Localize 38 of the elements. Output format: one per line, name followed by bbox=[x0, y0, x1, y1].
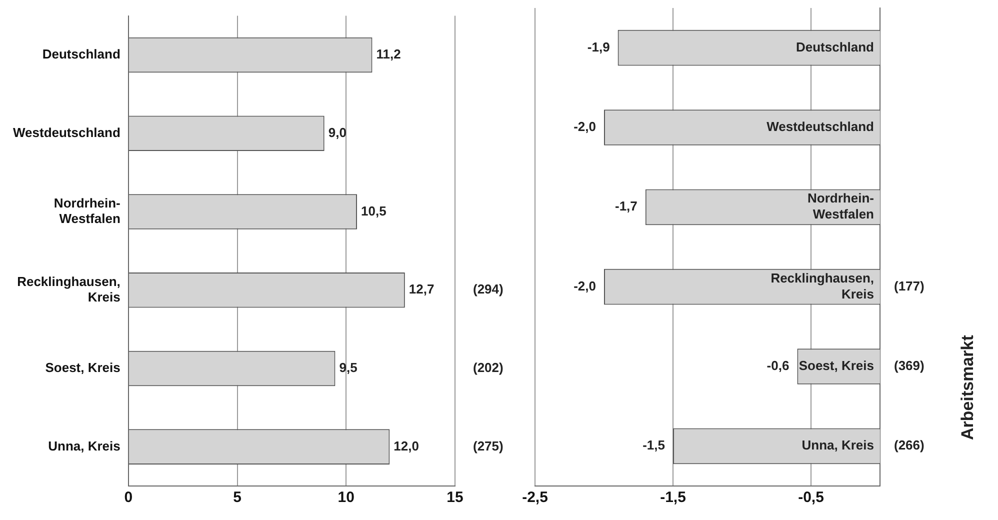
x-tick-label: -0,5 bbox=[798, 489, 824, 506]
text: (202) bbox=[473, 360, 504, 376]
text: (369) bbox=[894, 358, 924, 374]
y-tick-label: Recklinghausen, Kreis bbox=[17, 274, 120, 304]
x-tick-label: -1,5 bbox=[660, 489, 686, 506]
y-tick-label: Nordrhein-Westfalen bbox=[54, 195, 120, 226]
data-label: 9,5 bbox=[339, 360, 358, 376]
data-label: -1,9 bbox=[587, 39, 610, 54]
x-tick-label: 5 bbox=[233, 489, 242, 506]
data-label: 9,0 bbox=[328, 124, 346, 140]
data-label: 12,0 bbox=[394, 438, 419, 454]
x-tick-label: 10 bbox=[338, 489, 354, 506]
y-tick-label: Unna, Kreis bbox=[48, 438, 120, 454]
text: (177) bbox=[894, 278, 924, 294]
y-tick-label: Unna, Kreis bbox=[802, 438, 874, 453]
x-tick-label: 0 bbox=[124, 489, 133, 506]
text: (294) bbox=[473, 282, 504, 297]
text: (266) bbox=[894, 438, 924, 453]
data-label: 11,2 bbox=[376, 46, 401, 62]
y-tick-label: Soest, Kreis bbox=[798, 358, 874, 374]
y-tick-label: Deutschland bbox=[796, 39, 874, 54]
x-tick-label: 15 bbox=[446, 489, 464, 506]
data-label: -2,0 bbox=[574, 278, 596, 294]
data-label: 10,5 bbox=[361, 203, 386, 218]
y-tick-label: Recklinghausen, Kreis bbox=[770, 270, 874, 302]
text: (275) bbox=[473, 438, 504, 454]
y-tick-label: Deutschland bbox=[42, 46, 120, 62]
x-tick-label: -2,5 bbox=[522, 489, 548, 506]
data-label: -1,5 bbox=[642, 438, 665, 453]
y-tick-label: Westdeutschland bbox=[766, 119, 874, 134]
data-label: -0,6 bbox=[766, 358, 790, 374]
data-label: -2,0 bbox=[574, 119, 596, 134]
data-label: 12,7 bbox=[408, 282, 434, 297]
y-tick-label: Westdeutschland bbox=[13, 124, 120, 140]
y-tick-label: Nordrhein-Westfalen bbox=[808, 190, 874, 222]
y-tick-label: Soest, Kreis bbox=[45, 360, 120, 376]
text: Arbeitsmarkt bbox=[958, 335, 978, 440]
data-label: -1,7 bbox=[614, 198, 638, 214]
